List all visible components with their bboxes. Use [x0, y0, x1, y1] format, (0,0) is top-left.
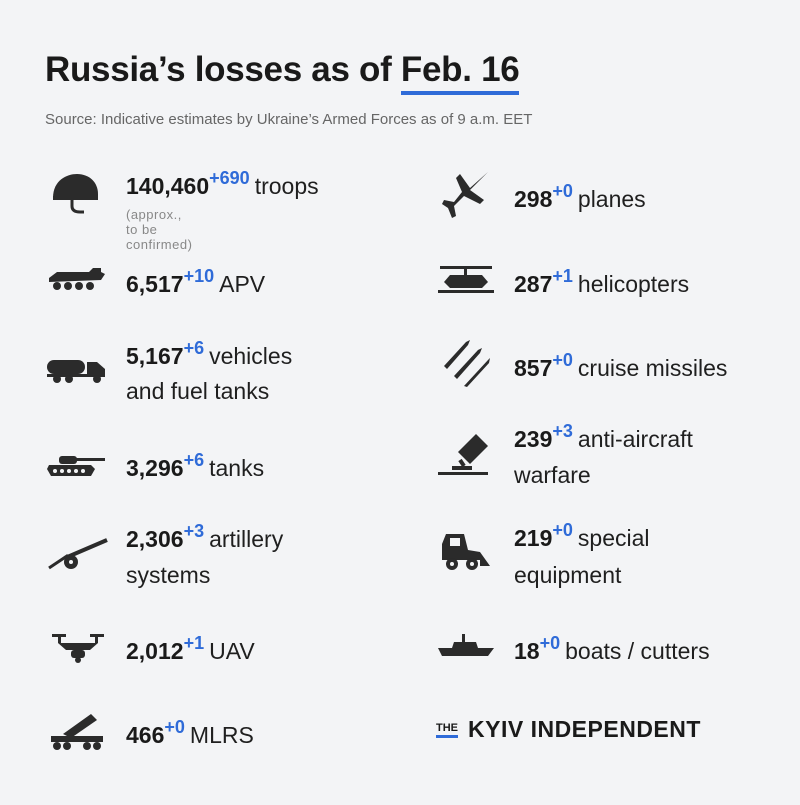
tank-icon [45, 454, 109, 478]
mlrs-delta: +0 [164, 717, 185, 737]
helicopters-label: helicopters [577, 271, 690, 297]
mlrs-icon [45, 712, 107, 752]
vehicles-label: vehicles [209, 343, 293, 369]
mlrs-label: MLRS [189, 722, 254, 748]
helmet-icon [50, 172, 100, 216]
artillery-delta: +3 [183, 521, 205, 541]
troops-count: 140,460 [126, 173, 210, 199]
tanks-label: tanks [209, 455, 265, 481]
logo-name: KYIV INDEPENDENT [468, 716, 701, 742]
troops-label: troops [254, 173, 319, 199]
planes-count: 298 [514, 186, 553, 212]
drone-icon [50, 632, 106, 664]
uav-delta: +1 [183, 633, 205, 653]
helicopters-count: 287 [514, 271, 553, 297]
apv-icon [45, 266, 107, 292]
apv-count: 6,517 [126, 271, 184, 297]
anti-aircraft-delta: +3 [552, 421, 573, 441]
artillery-icon [45, 538, 109, 572]
boat-icon [436, 632, 496, 660]
helicopter-icon [436, 264, 496, 296]
kyiv-independent-logo: THE KYIV INDEPENDENT [436, 716, 701, 743]
apv-label: APV [219, 271, 266, 297]
cruise-missiles-delta: +0 [552, 350, 573, 370]
troops-delta: +690 [209, 168, 250, 188]
anti-aircraft-icon [436, 430, 492, 478]
title-date: Feb. 16 [400, 50, 520, 89]
troops-note: (approx., to be confirmed) [126, 207, 193, 252]
anti-aircraft-label-line2: warfare [514, 462, 591, 488]
source-note: Source: Indicative estimates by Ukraine’… [45, 111, 533, 128]
uav-count: 2,012 [126, 638, 184, 664]
boats-label: boats / cutters [565, 638, 710, 664]
tanks-count: 3,296 [126, 455, 184, 481]
anti-aircraft-label: anti-aircraft [577, 426, 693, 452]
tanks-delta: +6 [183, 450, 205, 470]
vehicles-count: 5,167 [126, 343, 184, 369]
vehicles-delta: +6 [183, 338, 205, 358]
cruise-missiles-label: cruise missiles [577, 355, 728, 381]
title-lead: Russia’s losses as of [45, 50, 401, 89]
special-equipment-delta: +0 [552, 520, 573, 540]
cruise-missiles-count: 857 [514, 355, 553, 381]
missile-icon [440, 336, 492, 388]
page-title: Russia’s losses as of Feb. 16 [45, 50, 520, 90]
apv-delta: +10 [183, 266, 215, 286]
special-equipment-label: special [577, 525, 650, 551]
fuel-truck-icon [45, 356, 109, 384]
mlrs-count: 466 [126, 722, 165, 748]
artillery-count: 2,306 [126, 526, 184, 552]
logo-the: THE [436, 722, 458, 738]
helicopters-delta: +1 [552, 266, 573, 286]
boats-count: 18 [514, 638, 540, 664]
plane-icon [440, 170, 492, 222]
special-equipment-count: 219 [514, 525, 553, 551]
uav-label: UAV [209, 638, 255, 664]
artillery-label: artillery [209, 526, 284, 552]
anti-aircraft-count: 239 [514, 426, 553, 452]
special-equipment-label-line2: equipment [514, 562, 622, 588]
vehicles-label-line2: and fuel tanks [126, 378, 270, 404]
planes-delta: +0 [552, 181, 573, 201]
special-equipment-icon [436, 530, 492, 572]
planes-label: planes [577, 186, 646, 212]
boats-delta: +0 [539, 633, 561, 653]
artillery-label-line2: systems [126, 562, 211, 588]
